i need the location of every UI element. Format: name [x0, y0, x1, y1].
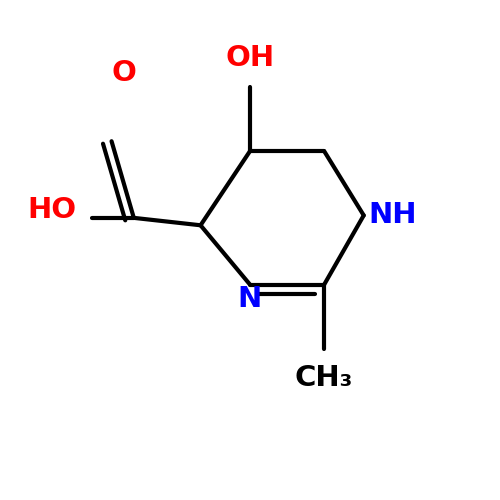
Text: NH: NH: [368, 202, 417, 230]
Text: HO: HO: [28, 196, 77, 224]
Text: N: N: [238, 284, 262, 312]
Text: CH₃: CH₃: [295, 364, 354, 392]
Text: O: O: [112, 59, 136, 87]
Text: OH: OH: [226, 44, 274, 72]
